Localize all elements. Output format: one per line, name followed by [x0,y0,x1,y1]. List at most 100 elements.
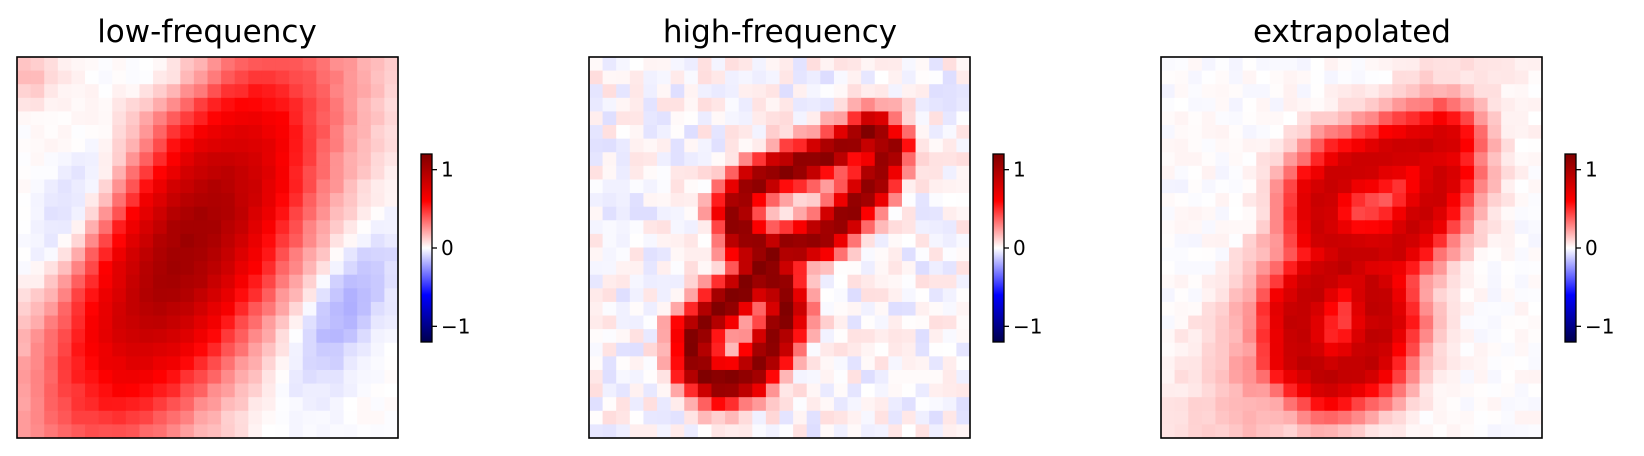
heatmap-cell [85,383,100,398]
colorbar-tick-label: 1 [441,158,454,182]
heatmap-cell [1446,342,1461,357]
heatmap-cell [1392,424,1407,439]
heatmap-cell [643,315,658,330]
heatmap-cell [956,424,971,439]
heatmap-cell [384,57,399,72]
heatmap-cell [166,315,181,330]
colorbar-tick-label: 0 [1585,236,1598,260]
heatmap-cell [112,97,127,113]
heatmap-cell [929,424,944,439]
heatmap-cell [874,165,889,181]
heatmap-cell [207,193,222,208]
heatmap-cell [915,410,930,425]
heatmap-cell [847,97,862,113]
heatmap-cell [85,220,100,235]
heatmap-cell [1405,301,1421,317]
heatmap-cell [1269,111,1285,126]
heatmap-cell [697,247,713,262]
heatmap-cell [779,274,794,289]
heatmap-cell [942,206,957,221]
heatmap-cell [1229,274,1244,289]
heatmap-cell [180,84,195,99]
heatmap-cell [1242,274,1257,289]
heatmap-cell [1487,261,1502,276]
heatmap-cell [765,288,781,303]
heatmap-cell [1514,70,1529,85]
heatmap-cell [684,397,699,412]
heatmap-cell [1174,383,1189,398]
heatmap-cell [248,301,263,317]
heatmap-cell [752,206,767,221]
heatmap-cell [874,383,889,398]
heatmap-cell [752,383,767,398]
heatmap-cell [1405,84,1421,99]
heatmap-cell [125,342,141,357]
heatmap-cell [30,70,45,85]
heatmap-cell [248,424,263,439]
heatmap-cell [1501,342,1516,357]
heatmap-cell [57,301,73,317]
heatmap-cell [1405,138,1421,153]
heatmap-cell [1242,233,1257,249]
heatmap-cell [166,274,181,289]
heatmap-cell [153,315,168,330]
heatmap-cell [289,111,304,126]
heatmap-cell [888,383,903,398]
heatmap-cell [589,111,604,126]
heatmap-cell [738,356,753,371]
heatmap-cells [17,57,399,439]
heatmap-cell [85,179,100,194]
heatmap-cell [820,233,835,249]
heatmap-cell [1446,220,1461,235]
heatmap-cell [289,179,304,194]
heatmap-cell [861,247,876,262]
heatmap-cell [1242,84,1257,99]
heatmap-cell [684,165,699,181]
heatmap-cell [302,261,317,276]
heatmap-cell [629,125,645,140]
heatmap-cell [234,233,249,249]
heatmap-cell [1229,165,1244,181]
heatmap-cell [221,410,236,425]
heatmap-cell [1351,410,1366,425]
heatmap-cell [1487,356,1502,371]
heatmap-cell [1229,84,1244,99]
heatmap-cell [779,138,794,153]
heatmap-cell [193,70,209,85]
heatmap-cell [1433,111,1448,126]
heatmap-cell [261,301,277,317]
heatmap-cell [888,315,903,330]
heatmap-cell [629,165,645,181]
heatmap-cell [1201,247,1217,262]
heatmap-cell [793,247,808,262]
heatmap-cell [1324,179,1339,194]
heatmap-cell [193,193,209,208]
heatmap-cell [874,111,889,126]
heatmap-cell [929,57,944,72]
heatmap-cell [221,301,236,317]
heatmap-cell [384,70,399,85]
heatmap-cell [1337,274,1353,289]
heatmap-cell [248,125,263,140]
heatmap-cell [248,329,263,344]
heatmap-cell [166,193,181,208]
heatmap-cell [861,193,876,208]
heatmap-cell [193,301,209,317]
heatmap-cell [193,233,209,249]
colorbar-tick-label: −1 [1013,314,1042,338]
heatmap-cell [1256,342,1271,357]
heatmap-cell [765,301,781,317]
heatmap-cell [1242,261,1257,276]
heatmap-cell [643,369,658,385]
heatmap-cell [248,288,263,303]
heatmap-cell [779,410,794,425]
heatmap-cell [1297,301,1312,317]
heatmap-cell [57,193,73,208]
heatmap-cell [697,125,713,140]
heatmap-cell [1528,369,1543,385]
heatmap-cell [793,111,808,126]
heatmap-cell [57,369,73,385]
heatmap-cell [1310,369,1325,385]
heatmap-cell [234,70,249,85]
heatmap-cell [942,301,957,317]
